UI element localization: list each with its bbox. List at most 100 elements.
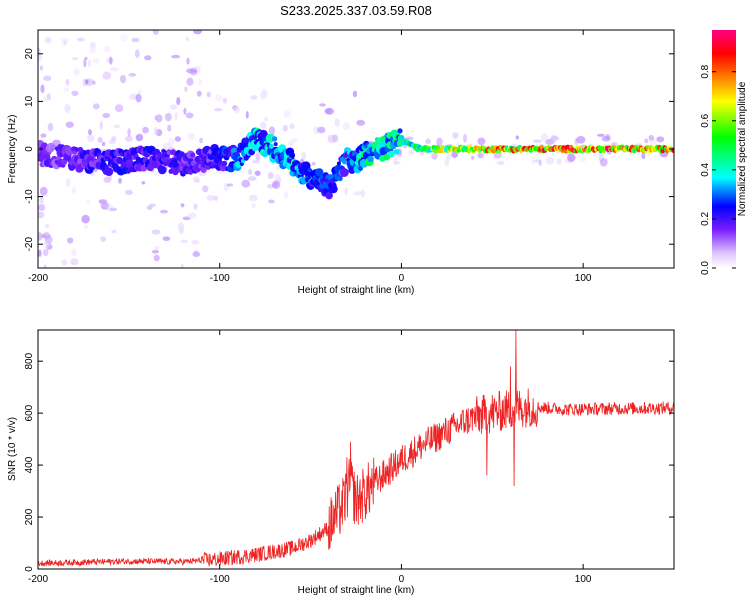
heatmap-cell <box>199 137 204 144</box>
heatmap-cell <box>245 111 249 119</box>
heatmap-cell <box>317 126 326 134</box>
heatmap-cell <box>282 124 288 132</box>
heatmap-ridge-cell <box>400 135 405 141</box>
heatmap-cell <box>72 186 76 194</box>
heatmap-cell <box>84 224 88 230</box>
heatmap-cell <box>267 172 274 180</box>
heatmap-cell <box>43 97 47 102</box>
heatmap-cell <box>599 158 608 167</box>
x-tick-label: 100 <box>575 574 592 585</box>
heatmap-ridge-cell <box>273 142 278 147</box>
heatmap-cell <box>283 110 291 118</box>
heatmap-cell <box>176 97 181 106</box>
heatmap-cell <box>193 203 198 210</box>
heatmap-ridge-cell <box>271 136 278 142</box>
heatmap-cell <box>47 122 54 132</box>
heatmap-cell <box>185 112 194 119</box>
heatmap-ridge-cell <box>259 130 268 139</box>
heatmap-cell <box>325 107 334 115</box>
snr-axes: -200 -100 0 100 0 200 400 600 800 <box>24 330 674 585</box>
heatmap-cell <box>187 133 195 141</box>
y-tick-label: -20 <box>24 237 35 252</box>
heatmap-cell <box>44 37 52 44</box>
heatmap-cell <box>45 224 50 229</box>
heatmap-cell <box>83 58 87 68</box>
heatmap-cell <box>352 90 358 98</box>
heatmap-cell <box>38 54 42 62</box>
heatmap-cell <box>248 168 253 175</box>
heatmap-cell <box>601 136 611 142</box>
heatmap-cell <box>81 214 90 224</box>
heatmap-cell <box>191 239 200 245</box>
colorbar-tick-label: 0.6 <box>700 113 711 127</box>
heatmap-cell <box>452 132 459 139</box>
heatmap-ridge-cell <box>340 168 349 177</box>
y-tick-label: 200 <box>24 508 35 525</box>
heatmap-cell <box>100 236 107 242</box>
heatmap-cell <box>162 236 171 241</box>
heatmap-cell <box>254 170 261 176</box>
heatmap-cell <box>268 126 276 135</box>
heatmap-cell <box>174 111 178 121</box>
heatmap-cell <box>186 77 194 86</box>
heatmap-cell <box>61 259 68 266</box>
heatmap-cell <box>247 176 257 181</box>
heatmap-cell <box>471 155 475 160</box>
heatmap-cell <box>151 249 159 254</box>
heatmap-cell <box>494 152 502 159</box>
heatmap-cell <box>89 41 96 50</box>
heatmap-cell <box>408 149 415 155</box>
heatmap-cell <box>135 93 142 103</box>
x-tick-label: 0 <box>399 574 405 585</box>
heatmap-cell <box>109 56 113 65</box>
snr-frame <box>37 329 675 570</box>
heatmap-cell <box>192 251 201 257</box>
heatmap-cell <box>98 199 108 204</box>
heatmap-cell <box>533 159 541 163</box>
heatmap-cell <box>233 105 241 114</box>
heatmap-cell <box>214 108 223 112</box>
colorbar-tick-label: 0.4 <box>700 162 711 176</box>
heatmap-ridge-cell <box>190 152 196 158</box>
heatmap-cell <box>284 191 288 199</box>
heatmap-cell <box>101 141 106 147</box>
heatmap-cell <box>102 113 110 118</box>
heatmap-ridge-cell <box>158 165 167 175</box>
heatmap-cell <box>180 263 184 268</box>
heatmap-cell <box>63 87 70 92</box>
heatmap-ylabel: Frequency (Hz) <box>7 115 18 184</box>
heatmap-cell <box>215 94 223 102</box>
heatmap-cell <box>533 139 542 143</box>
heatmap-cell <box>109 207 118 212</box>
heatmap-cell <box>85 79 89 85</box>
heatmap-ridge-cell <box>393 149 400 155</box>
heatmap-cell <box>71 248 77 257</box>
heatmap-ridge-cell <box>200 167 207 174</box>
heatmap-cell <box>264 116 268 122</box>
heatmap-cell <box>154 246 160 250</box>
x-tick-label: -200 <box>28 574 48 585</box>
heatmap-cell <box>567 153 576 162</box>
y-tick-label: 0 <box>24 566 35 572</box>
heatmap-cell <box>260 92 266 100</box>
heatmap-cell <box>515 135 520 140</box>
heatmap-cell <box>92 80 96 85</box>
y-tick-label: 20 <box>24 48 35 60</box>
heatmap-ridge-cell <box>265 133 275 143</box>
heatmap-cell <box>65 178 71 187</box>
heatmap-cell <box>185 37 190 41</box>
heatmap-cell <box>40 84 45 94</box>
heatmap-cell <box>124 135 133 142</box>
colorbar-ticks: 0.0 0.2 0.4 0.6 0.8 <box>700 64 736 275</box>
heatmap-cell <box>226 183 234 187</box>
heatmap-cell <box>431 152 438 160</box>
heatmap-cell <box>60 38 70 42</box>
heatmap-cell <box>135 133 144 142</box>
heatmap-cell <box>151 229 161 235</box>
heatmap-cell <box>213 195 219 201</box>
heatmap-cell <box>356 119 366 126</box>
heatmap-cell <box>334 118 340 127</box>
x-tick-label: -200 <box>28 273 48 284</box>
